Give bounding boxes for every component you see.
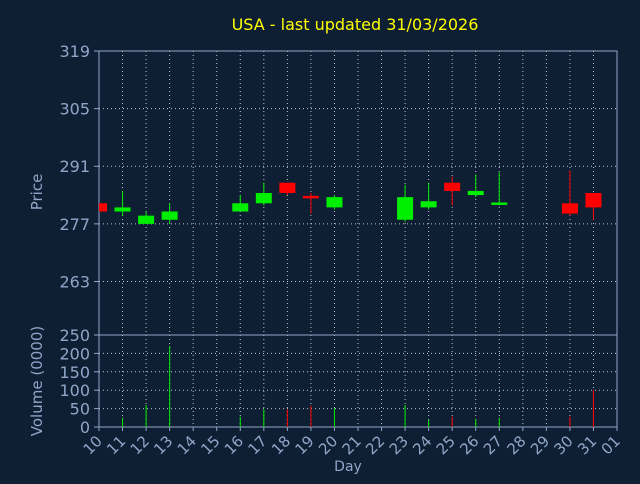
price-tick-label: 263 <box>59 272 90 291</box>
volume-tick-label: 50 <box>70 400 90 419</box>
price-tick-label: 319 <box>59 42 90 61</box>
x-tick-label: 23 <box>386 432 412 458</box>
x-tick-label: 27 <box>480 432 506 458</box>
x-tick-label: 31 <box>574 432 600 458</box>
x-tick-label: 20 <box>315 432 341 458</box>
candle-body <box>255 193 272 204</box>
candle-body <box>99 203 107 212</box>
x-tick-label: 12 <box>127 432 153 458</box>
x-axis-label: Day <box>334 459 362 475</box>
candles <box>99 170 602 224</box>
candle-body <box>232 203 249 212</box>
x-tick-label: 13 <box>150 432 176 458</box>
x-tick-label: 16 <box>221 432 247 458</box>
x-tick-label: 17 <box>244 432 270 458</box>
x-tick-label: 29 <box>527 432 553 458</box>
price-tick-label: 250 <box>59 326 90 345</box>
candle-body <box>114 207 131 212</box>
volume-panel-frame <box>98 334 618 428</box>
volume-tick-label: 150 <box>59 363 90 382</box>
x-tick-label: 30 <box>551 432 577 458</box>
x-tick-label: 22 <box>362 432 388 458</box>
candle-body <box>444 182 461 191</box>
candle-body <box>585 193 602 208</box>
gridlines <box>99 51 617 427</box>
volume-tick-label: 100 <box>59 381 90 400</box>
x-tick-label: 11 <box>103 432 129 458</box>
x-tick-label: 18 <box>268 432 294 458</box>
volume-tick-label: 0 <box>80 418 90 437</box>
x-tick-label: 15 <box>197 432 223 458</box>
x-tick-label: 25 <box>433 432 459 458</box>
x-tick-label: 28 <box>503 432 529 458</box>
x-tick-label: 21 <box>339 432 365 458</box>
candle-body <box>467 190 484 196</box>
price-panel-frame <box>98 50 618 336</box>
x-tick-label: 24 <box>409 432 435 458</box>
price-tick-label: 291 <box>59 157 90 176</box>
candle-body <box>326 197 343 208</box>
candle-body <box>491 202 508 205</box>
candle-body <box>161 211 178 220</box>
candle-body <box>397 197 414 220</box>
volume-bars <box>122 346 594 427</box>
candle-body <box>420 201 437 208</box>
x-tick-label: 19 <box>292 432 318 458</box>
candle-body <box>279 182 296 193</box>
candle-body <box>561 203 578 214</box>
x-tick-label: 01 <box>598 432 624 458</box>
price-tick-label: 277 <box>59 215 90 234</box>
volume-axis-label: Volume (0000) <box>28 326 46 436</box>
chart-title: USA - last updated 31/03/2026 <box>232 15 479 34</box>
x-tick-label: 26 <box>456 432 482 458</box>
price-tick-label: 305 <box>59 100 90 119</box>
candle-body <box>138 215 155 224</box>
price-axis-label: Price <box>28 174 46 211</box>
volume-tick-label: 200 <box>59 344 90 363</box>
candle-body <box>302 195 319 199</box>
x-tick-label: 14 <box>174 432 200 458</box>
